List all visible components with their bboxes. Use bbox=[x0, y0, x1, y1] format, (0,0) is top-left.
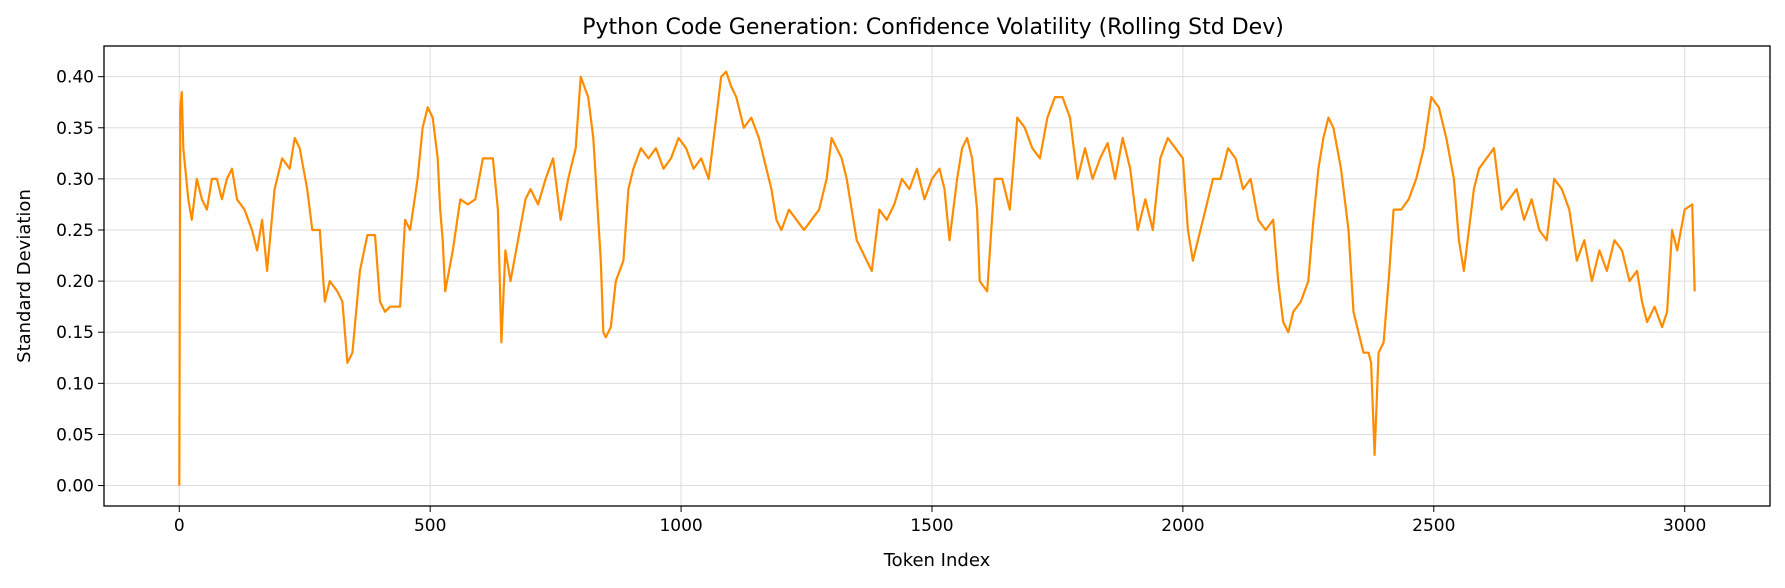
chart-title: Python Code Generation: Confidence Volat… bbox=[582, 15, 1284, 40]
x-axis: 0 500 1000 1500 2000 2500 3000 bbox=[174, 506, 1706, 536]
y-tick-label: 0.25 bbox=[56, 221, 94, 241]
x-tick-label: 500 bbox=[414, 516, 446, 536]
series-line bbox=[178, 70, 1696, 486]
y-tick-label: 0.15 bbox=[56, 323, 94, 343]
x-tick-label: 2000 bbox=[1161, 516, 1204, 536]
x-tick-label: 1000 bbox=[659, 516, 702, 536]
y-axis-label: Standard Deviation bbox=[14, 189, 35, 363]
x-tick-label: 3000 bbox=[1663, 516, 1706, 536]
series-group bbox=[178, 70, 1696, 486]
y-tick-label: 0.20 bbox=[56, 272, 94, 292]
y-tick-label: 0.35 bbox=[56, 119, 94, 139]
x-tick-label: 2500 bbox=[1412, 516, 1455, 536]
plot-frame bbox=[103, 45, 1771, 507]
y-tick-label: 0.40 bbox=[56, 68, 94, 88]
y-tick-label: 0.10 bbox=[56, 374, 94, 394]
gridlines bbox=[104, 46, 1770, 506]
x-tick-label: 1500 bbox=[910, 516, 953, 536]
y-axis: 0.00 0.05 0.10 0.15 0.20 0.25 0.30 0.35 0.40 bbox=[56, 68, 104, 497]
x-axis-label: Token Index bbox=[883, 550, 991, 571]
y-tick-label: 0.00 bbox=[56, 477, 94, 497]
x-tick-label: 0 bbox=[174, 516, 185, 536]
y-tick-label: 0.30 bbox=[56, 170, 94, 190]
y-tick-label: 0.05 bbox=[56, 425, 94, 445]
